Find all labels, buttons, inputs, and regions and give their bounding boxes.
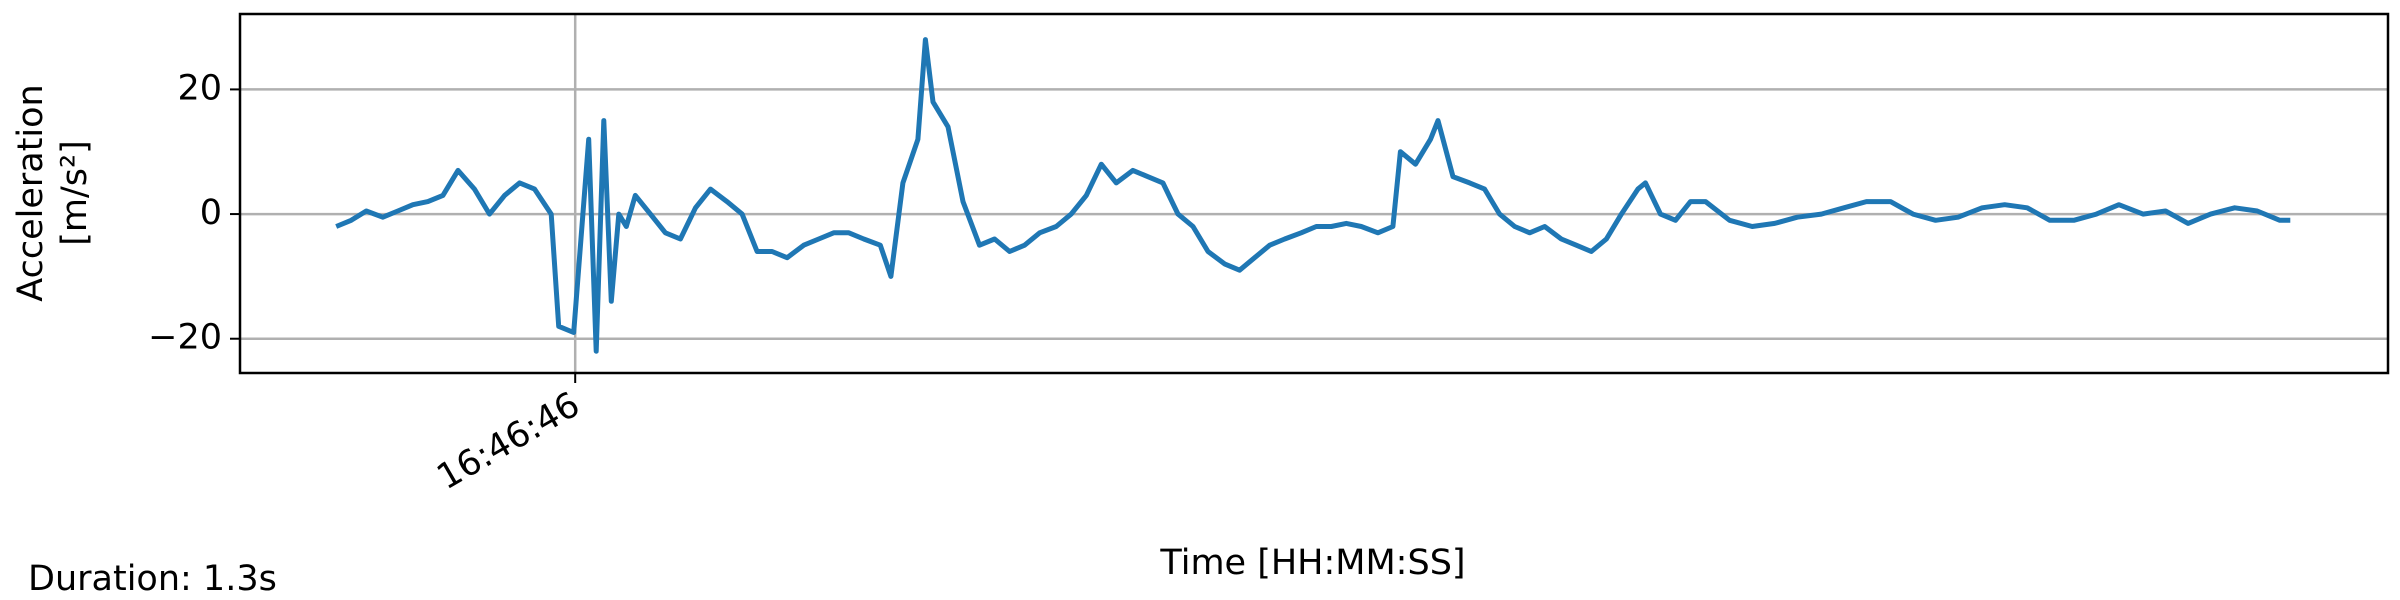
x-tick-label: 16:46:46 [431,385,587,498]
plot-frame [238,12,2390,375]
y-axis-label: [m/s²] [55,140,95,245]
y-axis-label: Acceleration [11,84,51,302]
y-tick-label: −20 [148,318,222,358]
y-tick-label: 0 [200,193,222,233]
data-line [335,37,2291,354]
annotation: Duration: 1.3s [28,559,277,599]
y-tick-label: 20 [177,68,222,108]
x-axis-label: Time [HH:MM:SS] [1159,543,1465,583]
